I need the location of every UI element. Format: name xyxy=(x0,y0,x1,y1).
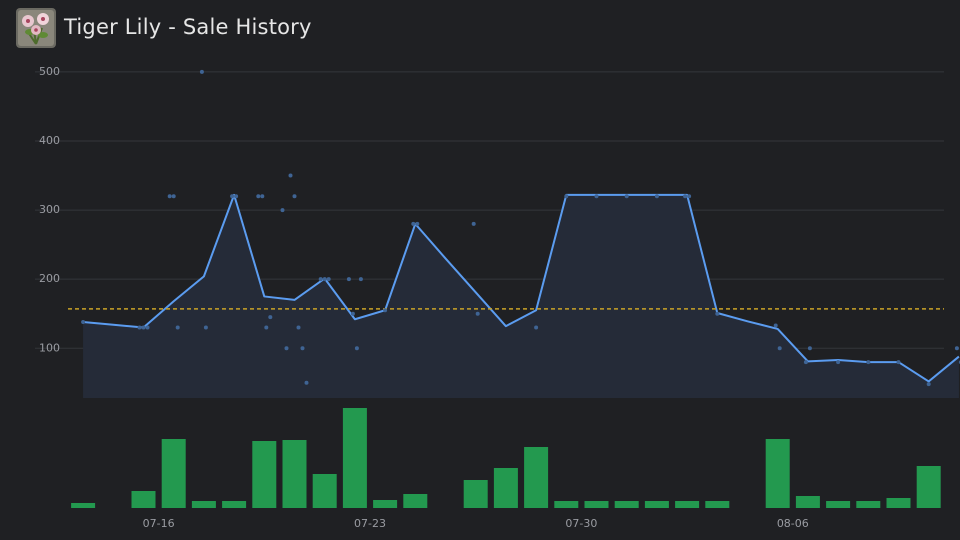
sale-dot xyxy=(896,360,901,365)
volume-bar xyxy=(705,501,730,508)
volume-bar xyxy=(826,501,851,508)
sale-dot xyxy=(471,221,476,226)
volume-bar xyxy=(191,501,216,508)
y-tick-label: 400 xyxy=(39,134,60,147)
volume-bar xyxy=(795,496,820,508)
sale-dot xyxy=(358,277,363,282)
volume-bar xyxy=(71,503,96,508)
volume-bar xyxy=(252,441,277,508)
item-icon xyxy=(16,8,56,48)
sale-dot xyxy=(807,346,812,351)
sale-dot xyxy=(836,360,841,365)
x-tick-label: 07-23 xyxy=(354,517,386,530)
sale-dot xyxy=(264,325,269,330)
sale-dot xyxy=(411,221,416,226)
y-tick-label: 100 xyxy=(39,341,60,354)
sale-dot xyxy=(288,173,293,178)
sale-dot xyxy=(415,221,420,226)
sale-dot xyxy=(199,69,204,74)
sale-dot xyxy=(322,277,327,282)
sale-dot xyxy=(624,194,629,199)
sale-dot xyxy=(304,380,309,385)
header: Tiger Lily - Sale History xyxy=(0,0,960,58)
sale-dot xyxy=(777,346,782,351)
price-line xyxy=(83,193,960,383)
volume-bar xyxy=(916,466,941,508)
volume-bar xyxy=(342,408,367,508)
volume-bar xyxy=(161,439,186,508)
x-tick-label: 07-30 xyxy=(565,517,597,530)
volume-bar xyxy=(312,474,337,508)
volume-bar xyxy=(403,494,428,508)
sale-dot xyxy=(346,277,351,282)
sale-dot xyxy=(175,325,180,330)
volume-bar xyxy=(463,480,488,508)
y-tick-label: 200 xyxy=(39,272,60,285)
sale-dot xyxy=(534,325,539,330)
sale-dot xyxy=(296,325,301,330)
sale-dot xyxy=(803,360,808,365)
sale-dot xyxy=(683,194,688,199)
sale-dot xyxy=(284,346,289,351)
y-tick-label: 500 xyxy=(39,65,60,78)
volume-bar xyxy=(644,501,669,508)
sale-dot xyxy=(167,194,172,199)
volume-bar xyxy=(765,439,790,508)
volume-bar xyxy=(584,501,609,508)
sale-dot xyxy=(926,382,931,387)
sale-dot xyxy=(141,325,146,330)
volume-bar xyxy=(856,501,881,508)
sale-dot xyxy=(383,308,388,313)
sale-dot xyxy=(773,323,778,328)
x-tick-label: 08-06 xyxy=(777,517,809,530)
x-tick-label: 07-16 xyxy=(143,517,175,530)
volume-bar xyxy=(282,440,307,508)
sale-dot xyxy=(230,194,235,199)
volume-bar xyxy=(675,501,700,508)
volume-bar xyxy=(554,501,579,508)
y-tick-label: 300 xyxy=(39,203,60,216)
sale-dot xyxy=(268,315,273,320)
sale-dot xyxy=(654,194,659,199)
volume-bar xyxy=(886,498,911,508)
sale-dot xyxy=(260,194,265,199)
sale-dot xyxy=(145,325,150,330)
sale-dot xyxy=(564,194,569,199)
volume-bar xyxy=(373,500,398,508)
volume-bar xyxy=(524,447,549,508)
sale-dot xyxy=(326,277,331,282)
sale-dot xyxy=(354,346,359,351)
sale-dot xyxy=(171,194,176,199)
area xyxy=(83,194,959,398)
sale-dot xyxy=(203,325,208,330)
sale-dot xyxy=(234,194,239,199)
sale-dot xyxy=(81,320,86,325)
sale-dot xyxy=(350,311,355,316)
sale-dot xyxy=(300,346,305,351)
volume-bar xyxy=(222,501,247,508)
sale-dot xyxy=(137,325,142,330)
sale-dot xyxy=(715,311,720,316)
sale-dot xyxy=(866,360,871,365)
volume-bar xyxy=(493,468,518,508)
sale-dot xyxy=(256,194,261,199)
sale-dot xyxy=(954,346,959,351)
volume-bar xyxy=(614,501,639,508)
sale-dot xyxy=(280,208,285,213)
volume-bar xyxy=(131,491,156,508)
page-title: Tiger Lily - Sale History xyxy=(64,15,312,39)
sale-dot xyxy=(594,194,599,199)
sale-dot xyxy=(475,311,480,316)
sale-dot xyxy=(687,194,692,199)
sale-dot xyxy=(318,277,323,282)
sale-dot xyxy=(292,194,297,199)
